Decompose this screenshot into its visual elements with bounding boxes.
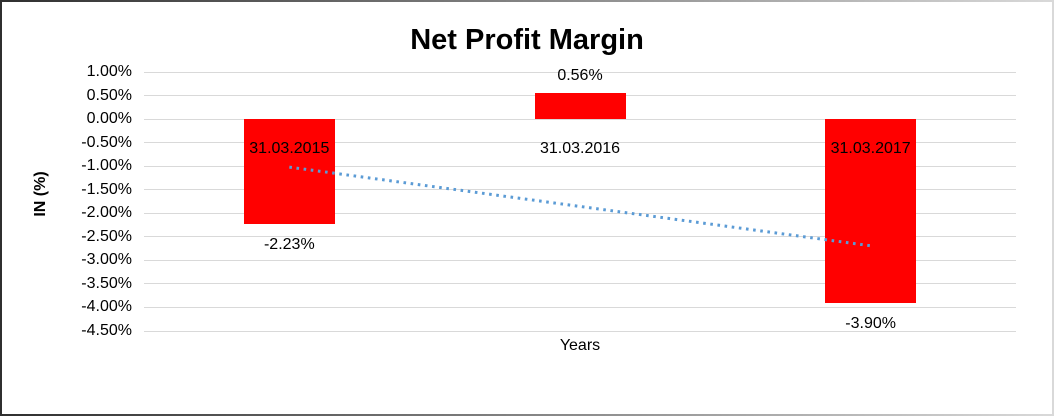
data-label: -2.23%	[263, 236, 315, 254]
y-tick-label: -1.00%	[81, 157, 132, 175]
gridline	[144, 142, 1016, 144]
y-tick-label: -4.50%	[81, 322, 132, 339]
data-label: -3.90%	[845, 314, 896, 332]
y-tick-label: -3.00%	[81, 251, 132, 269]
y-tick-label: -4.00%	[81, 298, 132, 316]
y-tick-label: 0.50%	[86, 86, 132, 104]
category-label: 31.03.2017	[830, 140, 911, 158]
gridline	[144, 283, 1016, 285]
y-tick-label: -0.50%	[81, 133, 132, 151]
gridline	[144, 71, 1016, 73]
y-tick-label: 0.00%	[86, 110, 132, 128]
y-tick-label: -3.50%	[81, 274, 132, 292]
y-tick-label: 1.00%	[86, 63, 132, 80]
y-tick-label: -1.50%	[81, 180, 132, 198]
bar-31.03.2016	[534, 92, 626, 120]
bar-31.03.2015	[243, 119, 335, 225]
x-axis-title: Years	[559, 337, 601, 354]
y-tick-label: -2.00%	[81, 204, 132, 222]
y-axis-title: IN (%)	[32, 171, 49, 217]
category-label: 31.03.2016	[539, 140, 621, 158]
chart-title: Net Profit Margin	[410, 24, 644, 56]
category-label: 31.03.2015	[249, 140, 330, 158]
data-label: 0.56%	[557, 66, 603, 84]
gridline	[144, 330, 1016, 332]
gridline	[144, 118, 1016, 120]
y-tick-label: -2.50%	[81, 227, 132, 245]
gridline	[144, 259, 1016, 261]
gridline	[144, 306, 1016, 308]
